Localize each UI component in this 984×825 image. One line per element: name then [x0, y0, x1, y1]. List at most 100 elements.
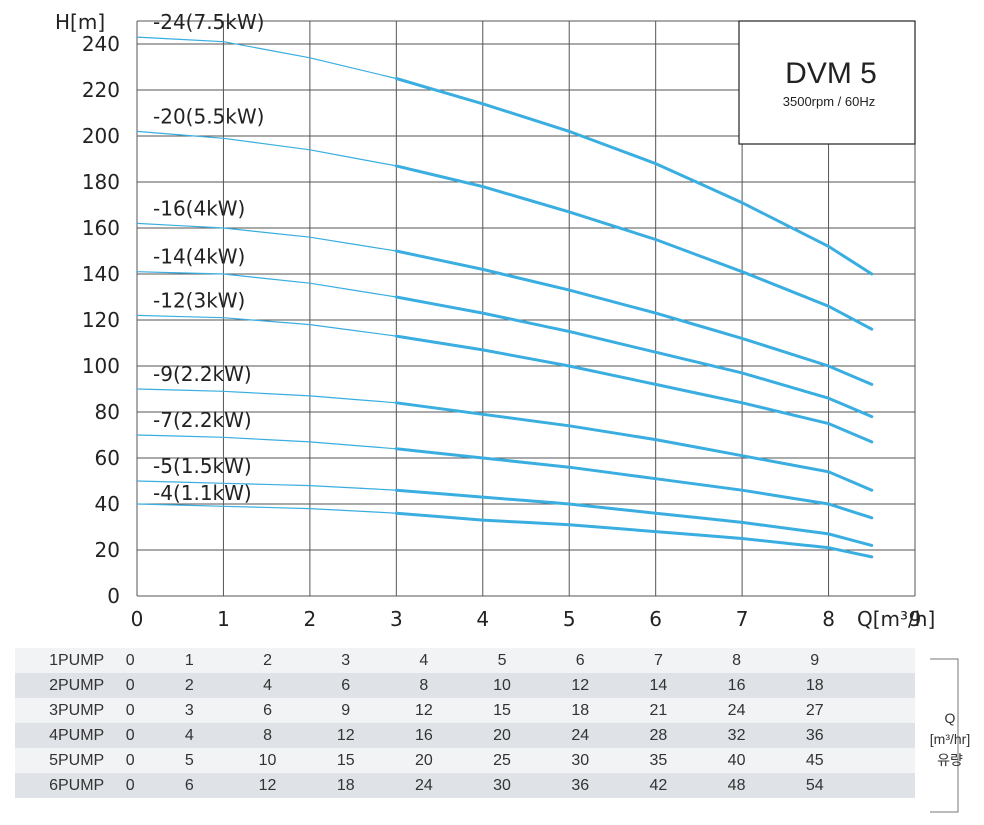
table-cell: 9	[306, 698, 385, 723]
table-cell: 0	[110, 648, 151, 673]
title-box: DVM 5 3500rpm / 60Hz	[738, 20, 916, 145]
x-tick-label: 3	[390, 607, 403, 631]
y-tick-label: 220	[82, 78, 120, 102]
curve-thin-segment	[136, 434, 397, 450]
table-cell: 0	[110, 748, 151, 773]
table-cell: 9	[775, 648, 854, 673]
table-cell: 36	[541, 773, 620, 798]
curve-series-line	[394, 164, 874, 331]
row-label: 5PUMP	[15, 748, 111, 773]
table-cell: 48	[697, 773, 776, 798]
curve-thin-segment	[136, 314, 397, 337]
curve-label: -5(1.5kW)	[153, 454, 252, 478]
table-cell: 10	[228, 748, 307, 773]
row-label: 6PUMP	[15, 773, 111, 798]
table-cell: 6	[306, 673, 385, 698]
curve-label: -7(2.2kW)	[153, 408, 252, 432]
curve-thin-segment	[136, 503, 397, 514]
table-cell: 15	[306, 748, 385, 773]
row-label: 3PUMP	[15, 698, 111, 723]
table-cell: 24	[697, 698, 776, 723]
curve-series-line	[394, 334, 874, 444]
y-tick-label: 0	[107, 584, 120, 608]
curve-series-line	[394, 447, 874, 520]
curve-thin-segment	[136, 130, 397, 167]
table-cell: 4	[150, 723, 229, 748]
y-tick-label: 160	[82, 216, 120, 240]
table-row: 6PUMP 0 6 12 18 24 30 36 42 48 54	[15, 773, 915, 798]
table-cell-padding	[853, 673, 915, 698]
x-tick-label: 1	[217, 607, 230, 631]
q-unit: [m³/hr]	[929, 731, 971, 747]
table-cell-padding	[853, 698, 915, 723]
x-tick-label: 9	[909, 607, 922, 631]
table-cell: 0	[110, 698, 151, 723]
y-tick-label: 120	[82, 308, 120, 332]
curve-label: -24(7.5kW)	[153, 10, 264, 34]
table-cell: 21	[619, 698, 698, 723]
y-tick-label: 240	[82, 32, 120, 56]
chart-ticks: 0 1 2 3 4 5 6 7 8 9 0 20 40 60 80 100 120 140 160 180 200 220…	[82, 32, 922, 631]
q-unit-name: 유량	[937, 752, 963, 768]
table-cell: 14	[619, 673, 698, 698]
table-cell: 12	[384, 698, 463, 723]
table-cell: 25	[462, 748, 542, 773]
chart-subtitle: 3500rpm / 60Hz	[783, 94, 876, 109]
table-row: 3PUMP 0 3 6 9 12 15 18 21 24 27	[15, 698, 915, 723]
table-cell: 0	[110, 673, 151, 698]
table-cell: 2	[150, 673, 229, 698]
table-cell: 18	[306, 773, 385, 798]
table-cell: 32	[697, 723, 776, 748]
table-cell: 12	[228, 773, 307, 798]
curve-thin-segment	[136, 36, 397, 80]
curve-label: -16(4kW)	[153, 196, 245, 220]
table-cell: 45	[775, 748, 854, 773]
table-cell: 7	[619, 648, 698, 673]
table-cell: 18	[775, 673, 854, 698]
table-row: 1PUMP 0 1 2 3 4 5 6 7 8 9	[15, 648, 915, 673]
x-tick-label: 5	[563, 607, 576, 631]
y-axis-label: H[m]	[55, 10, 105, 34]
x-tick-label: 0	[131, 607, 144, 631]
table-cell: 6	[228, 698, 307, 723]
curve-thin-segment	[136, 388, 397, 404]
curve-series-line	[394, 295, 874, 419]
table-cell: 40	[697, 748, 776, 773]
table-row: 4PUMP 0 4 8 12 16 20 24 28 32 36	[15, 723, 915, 748]
table-cell: 12	[541, 673, 620, 698]
q-unit-legend: Q [m³/hr] 유량	[916, 708, 984, 771]
chart-curve-labels: -24(7.5kW) -20(5.5kW) -16(4kW) -14(4kW) -12(…	[153, 10, 264, 505]
table-cell: 20	[462, 723, 542, 748]
table-cell: 36	[775, 723, 854, 748]
x-tick-label: 2	[304, 607, 317, 631]
row-label: 2PUMP	[15, 673, 111, 698]
curve-label: -20(5.5kW)	[153, 104, 264, 128]
x-tick-label: 4	[476, 607, 489, 631]
x-tick-label: 6	[649, 607, 662, 631]
curve-series-line	[394, 511, 874, 559]
table-cell: 27	[775, 698, 854, 723]
table-cell: 4	[228, 673, 307, 698]
chart-curves	[136, 36, 874, 559]
curve-series-line	[394, 249, 874, 386]
y-tick-label: 180	[82, 170, 120, 194]
table-cell-padding	[853, 723, 915, 748]
table-cell: 42	[619, 773, 698, 798]
y-tick-label: 60	[95, 446, 120, 470]
table-cell: 30	[462, 773, 542, 798]
curve-label: -12(3kW)	[153, 288, 245, 312]
y-tick-label: 40	[95, 492, 120, 516]
x-axis-label: Q[m³/h]	[857, 607, 935, 631]
table-cell: 1	[150, 648, 229, 673]
curve-series-line	[394, 401, 874, 492]
table-cell: 12	[306, 723, 385, 748]
chart-title: DVM 5	[785, 57, 877, 90]
table-cell: 2	[228, 648, 307, 673]
table-cell-padding	[853, 648, 915, 673]
table-cell: 35	[619, 748, 698, 773]
curve-label: -4(1.1kW)	[153, 481, 252, 505]
pump-curve-chart: 0 1 2 3 4 5 6 7 8 9 0 20 40 60 80 100 120 140 160 180 200 220…	[55, 10, 935, 631]
curve-label: -9(2.2kW)	[153, 362, 252, 386]
table-cell: 3	[306, 648, 385, 673]
table-row: 5PUMP 0 5 10 15 20 25 30 35 40 45	[15, 748, 915, 773]
